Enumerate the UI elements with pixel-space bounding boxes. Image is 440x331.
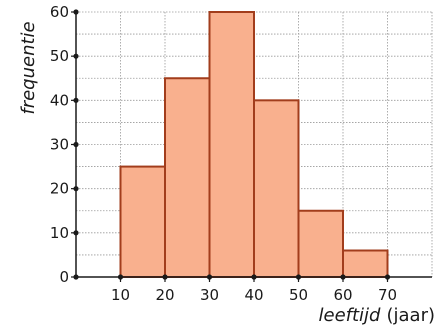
y-tick-dot [73,274,79,280]
x-tick-dot [206,274,213,280]
y-tick-label: 40 [50,91,69,109]
y-tick-label: 20 [50,180,69,198]
x-tick-label: 50 [289,286,308,304]
y-tick-dot [73,97,79,103]
y-tick-dot [73,230,79,236]
y-tick-label: 30 [50,136,69,154]
x-axis-label-unit: (jaar) [386,305,435,326]
x-tick-label: 10 [111,286,130,304]
x-tick-dot [162,274,168,280]
x-tick-label: 70 [378,286,397,304]
y-tick-label: 60 [50,3,69,21]
tick-labels: 0 10 20 30 40 50 60 10 20 30 40 50 60 70 [50,3,397,304]
x-tick-dot [251,274,257,280]
histogram-bar [208,11,255,278]
histogram-bar [164,77,211,278]
y-axis-label: frequentie [18,21,39,114]
histogram-bar [253,99,300,279]
y-tick-label: 10 [50,224,69,242]
x-tick-label: 60 [333,286,352,304]
x-axis-label: leeftijd (jaar) [319,305,436,326]
x-tick-dot [384,274,391,280]
x-tick-dot [117,274,124,280]
histogram-bar [342,249,389,278]
x-tick-dot [295,274,302,280]
y-tick-dot [73,9,79,15]
x-axis-label-variable: leeftijd [319,305,382,326]
axes [71,9,432,282]
histogram-bar [119,165,166,278]
y-tick-label: 50 [50,47,69,65]
y-tick-dot [73,186,79,192]
histogram-bar [297,209,344,278]
y-tick-dot [73,141,79,148]
x-tick-dot [340,274,346,280]
x-tick-label: 30 [200,286,219,304]
x-tick-label: 20 [155,286,174,304]
histogram-bars [119,11,389,279]
y-tick-label: 0 [59,268,69,286]
y-tick-dot [73,53,79,59]
x-tick-label: 40 [244,286,263,304]
